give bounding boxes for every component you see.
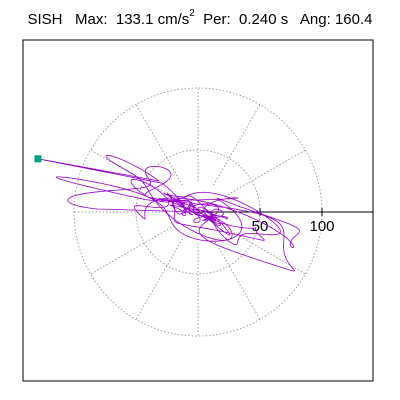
max-label: Max: bbox=[75, 11, 108, 28]
angle-label: Ang: bbox=[299, 11, 331, 28]
grid-spoke-240 bbox=[135, 238, 183, 320]
grid-spoke-210 bbox=[90, 227, 172, 275]
orbit-trace bbox=[37, 154, 300, 272]
orbit-path bbox=[37, 154, 300, 272]
peak-marker bbox=[34, 155, 42, 163]
max-exponent: 2 bbox=[189, 8, 195, 19]
grid-spoke-120 bbox=[135, 104, 183, 186]
grid-spoke-60 bbox=[213, 104, 261, 186]
peak-markers bbox=[34, 155, 42, 163]
period-value: 0.240 s bbox=[239, 11, 289, 28]
plot-frame bbox=[22, 39, 374, 382]
axis-tick-label-100: 100 bbox=[309, 218, 334, 235]
chart-title: SISH Max: 133.1 cm/s2 Per: 0.240 s Ang: … bbox=[0, 8, 400, 32]
angle-value: 160.4 bbox=[334, 11, 373, 28]
axis-tick-label-50: 50 bbox=[252, 218, 269, 235]
polar-axes: 50 100 bbox=[198, 208, 373, 235]
grid-spoke-330 bbox=[224, 227, 306, 275]
grid-spoke-30 bbox=[224, 149, 306, 197]
period-label: Per: bbox=[203, 11, 231, 28]
max-value: 133.1 cm/s bbox=[115, 11, 190, 28]
station-code: SISH bbox=[27, 11, 63, 28]
grid-spoke-300 bbox=[213, 238, 261, 320]
